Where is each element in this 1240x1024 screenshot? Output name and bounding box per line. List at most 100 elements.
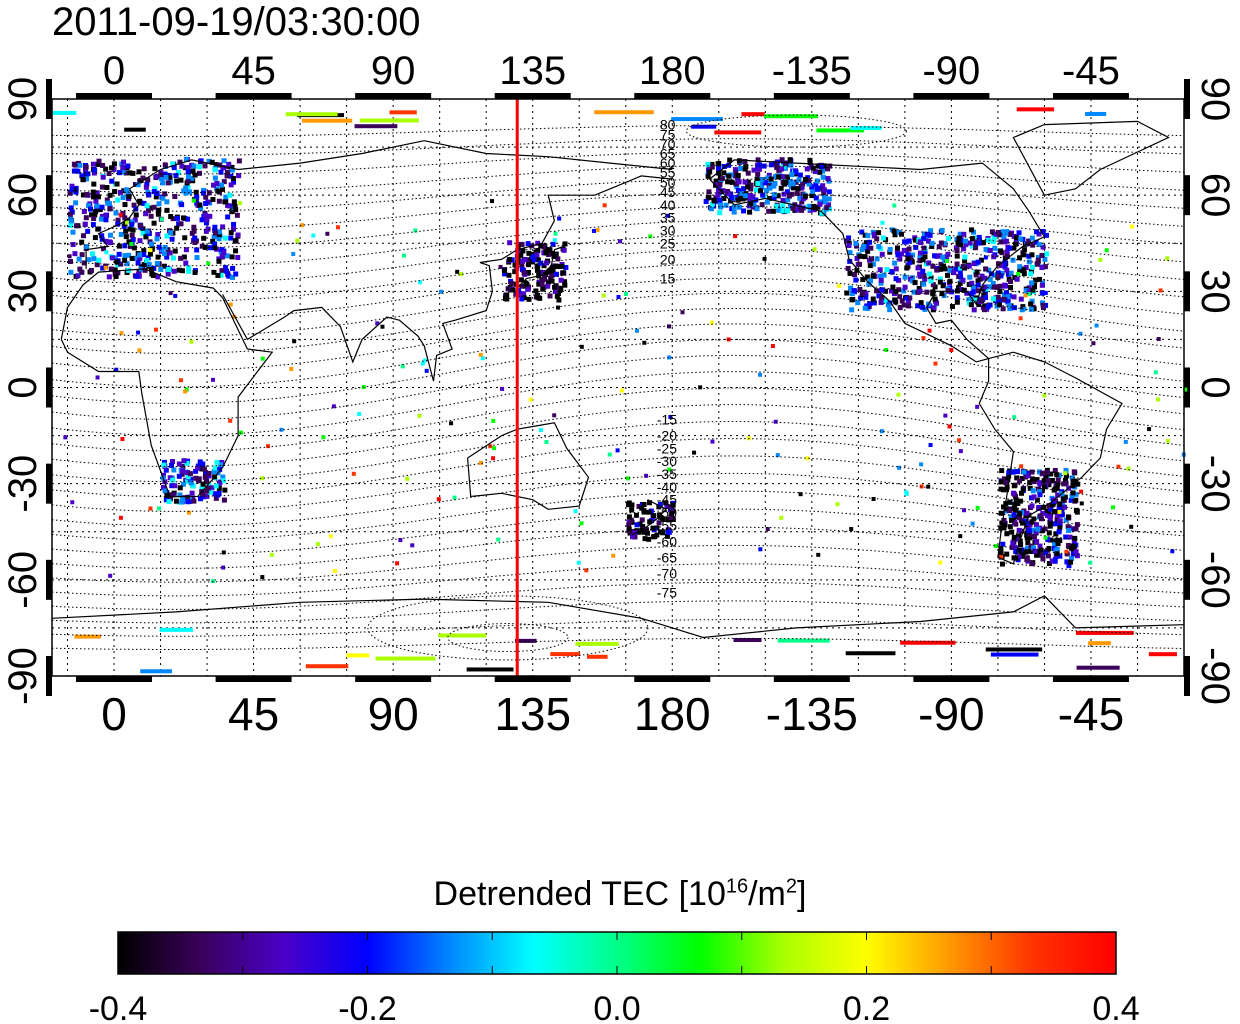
tec-pixel (646, 536, 652, 542)
tec-pixel (188, 480, 194, 486)
tec-pixel (846, 235, 852, 241)
tec-pixel (666, 213, 671, 218)
tec-pixel (815, 204, 821, 210)
tec-pixel (95, 161, 101, 167)
tec-pixel (865, 233, 871, 239)
contour-line (51, 472, 1185, 527)
tec-pixel (1030, 488, 1036, 494)
tec-pixel (321, 435, 326, 440)
tec-pixel (1035, 255, 1041, 261)
tec-pixel (1056, 472, 1062, 478)
tec-pixel (1026, 285, 1032, 291)
tec-pixel (1054, 551, 1060, 557)
tec-pixel (882, 298, 888, 304)
tec-pixel (1025, 241, 1031, 247)
tec-pixel (186, 268, 192, 274)
tec-pixel (1036, 506, 1042, 512)
tec-pixel (226, 161, 232, 167)
tec-pixel (179, 468, 185, 474)
tec-pixel (159, 627, 193, 632)
tec-pixel (1023, 513, 1029, 519)
tec-pixel (225, 203, 231, 209)
map-timestamp: 2011-09-19/03:30:00 (52, 0, 421, 44)
tec-pixel (776, 167, 782, 173)
tec-pixel (629, 507, 635, 513)
tec-pixel (68, 222, 74, 228)
tec-pixel (735, 173, 741, 179)
tec-pixel (898, 231, 904, 237)
tec-pixel (709, 320, 714, 325)
tec-pixel (844, 290, 850, 296)
tec-pixel (762, 180, 768, 186)
tec-pixel (728, 195, 734, 201)
tec-pixel (738, 165, 744, 171)
lon-label-bottom: 135 (494, 688, 571, 740)
tec-pixel (921, 281, 927, 287)
tec-pixel (551, 253, 557, 259)
lat-label-right: 90 (1193, 77, 1237, 122)
tec-pixel (992, 245, 998, 251)
tec-pixel (137, 238, 143, 244)
tec-pixel (835, 502, 840, 507)
tec-pixel (773, 174, 779, 180)
tec-pixel (1008, 514, 1014, 520)
tec-pixel (942, 266, 948, 272)
tec-pixel (123, 187, 129, 193)
tec-pixel (315, 542, 320, 547)
tec-pixel (1031, 534, 1037, 540)
tec-pixel (137, 348, 142, 353)
tec-pixel (800, 181, 806, 187)
tec-pixel (946, 236, 952, 242)
tec-pixel (1053, 486, 1059, 492)
contour-label-north: 15 (660, 271, 676, 287)
tec-pixel (1038, 547, 1044, 553)
tec-pixel (543, 246, 549, 252)
tec-pixel (211, 269, 217, 275)
tec-pixel (80, 176, 86, 182)
tec-pixel (917, 255, 923, 261)
tec-pixel (1063, 534, 1069, 540)
tec-pixel (767, 195, 773, 201)
lat-tick-right (1184, 175, 1190, 216)
tec-pixel (787, 157, 793, 163)
tec-pixel (155, 254, 161, 260)
tec-pixel (223, 194, 229, 200)
lon-label-top: 0 (103, 49, 125, 93)
tec-pixel (939, 227, 945, 233)
tec-pixel (809, 193, 815, 199)
tec-pixel (1062, 477, 1068, 483)
tec-pixel (806, 181, 812, 187)
tec-pixel (1026, 238, 1032, 244)
tec-pixel (533, 249, 539, 255)
tec-pixel (502, 295, 508, 301)
tec-pixel (1004, 551, 1010, 557)
tec-pixel (644, 473, 649, 478)
tec-pixel (185, 164, 191, 170)
tec-pixel (854, 255, 860, 261)
tec-pixel (1153, 370, 1158, 375)
tec-pixel (166, 499, 172, 505)
tec-pixel (163, 467, 169, 473)
tec-pixel (1039, 470, 1045, 476)
contour-line (51, 234, 1185, 285)
tec-pixel (1073, 481, 1079, 487)
tec-pixel (1020, 304, 1026, 310)
tec-pixel (748, 182, 754, 188)
tec-pixel (780, 203, 786, 209)
tec-pixel (123, 228, 129, 234)
tec-pixel (104, 250, 109, 255)
contour-line (51, 544, 1185, 583)
tec-pixel (1057, 518, 1063, 524)
tec-pixel (1035, 486, 1041, 492)
tec-pixel (998, 263, 1004, 269)
tec-pixel (967, 240, 973, 246)
tec-pixel (90, 189, 96, 195)
tec-pixel (73, 223, 79, 229)
tec-pixel (202, 212, 208, 218)
tec-pixel (544, 440, 549, 445)
tec-pixel (185, 178, 191, 184)
tec-pixel (947, 424, 952, 429)
tec-pixel (197, 459, 203, 465)
tec-pixel (108, 266, 114, 272)
tec-pixel (979, 297, 985, 303)
